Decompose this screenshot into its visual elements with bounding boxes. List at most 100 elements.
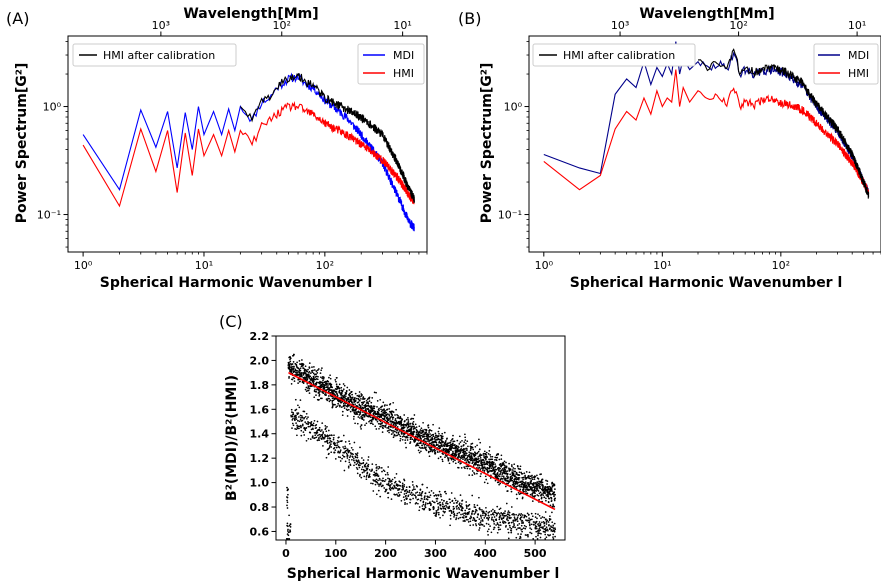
panel-c-point xyxy=(509,473,512,476)
panel-c-ytick-label: 1.4 xyxy=(250,428,270,441)
panel-c-point xyxy=(447,459,450,462)
panel-c-point xyxy=(423,507,426,510)
panel-c-point xyxy=(468,462,471,464)
panel-c-point xyxy=(480,454,483,456)
panel-c-point xyxy=(296,424,298,427)
panel-c-point xyxy=(479,441,482,444)
panel-c-point xyxy=(424,495,426,497)
panel-c-point xyxy=(379,495,382,498)
panel-c-point xyxy=(406,491,409,493)
panel-c-point xyxy=(320,386,323,389)
panel-c-point xyxy=(520,471,523,474)
panel-c-point xyxy=(527,514,530,516)
panel-c-point xyxy=(475,519,478,522)
panel-c-point xyxy=(417,502,419,505)
panel-c-point xyxy=(487,512,490,514)
panel-c-point xyxy=(472,453,475,456)
panel-b-ytick-label: 10⁻¹ xyxy=(498,209,522,222)
panel-c-point xyxy=(552,524,555,527)
panel-c-point xyxy=(531,494,534,497)
panel-c-point xyxy=(496,531,499,534)
panel-c-point xyxy=(393,485,396,488)
panel-c-point xyxy=(472,524,475,526)
panel-c-point xyxy=(432,492,435,494)
panel-c-point xyxy=(462,507,464,510)
panel-c-ytick-label: 0.6 xyxy=(250,525,270,538)
panel-c-ytick-label: 1.0 xyxy=(250,477,270,490)
panel-c-point xyxy=(461,499,464,502)
panel-c-point xyxy=(364,406,366,409)
panel-c-point xyxy=(309,375,312,378)
panel-c-point xyxy=(286,501,289,504)
panel-c-point xyxy=(469,452,472,454)
panel-c-point xyxy=(474,510,477,513)
panel-c-point xyxy=(529,527,531,529)
panel-c-point xyxy=(525,484,528,487)
panel-c-point xyxy=(424,433,427,435)
panel-c-point xyxy=(434,451,437,454)
panel-c-point xyxy=(542,527,544,530)
panel-c-point xyxy=(527,534,529,536)
panel-c-point xyxy=(543,496,546,499)
panel-c-point xyxy=(465,504,468,507)
panel-c-point xyxy=(501,478,504,480)
panel-c-point xyxy=(483,525,486,527)
panel-c-point xyxy=(313,380,315,383)
panel-c-point xyxy=(502,514,504,517)
panel-c-point xyxy=(324,380,327,383)
panel-c-point xyxy=(404,442,407,444)
panel-c-point xyxy=(352,453,354,456)
panel-c-point xyxy=(373,471,376,474)
panel-c-point xyxy=(308,392,311,394)
panel-c-point xyxy=(518,522,521,525)
panel-c-point xyxy=(398,433,401,436)
panel-c-point xyxy=(431,437,434,440)
panel-c-point xyxy=(370,405,373,408)
panel-c-point xyxy=(515,536,518,539)
panel-c-point xyxy=(468,503,471,506)
panel-c-point xyxy=(391,482,393,485)
panel-c-point xyxy=(482,514,484,517)
panel-b-legend-mdi-label: MDI xyxy=(848,49,869,62)
panel-c-point xyxy=(290,370,293,373)
panel-c-point xyxy=(309,438,312,440)
panel-c-point xyxy=(531,515,534,518)
panel-c-point xyxy=(459,494,462,496)
panel-c-point xyxy=(483,481,486,484)
panel-c-point xyxy=(536,487,539,489)
panel-c-point xyxy=(296,371,299,374)
panel-c-point xyxy=(336,376,338,379)
panel-c-point xyxy=(400,499,403,502)
panel-c-point xyxy=(540,494,542,497)
panel-c-point xyxy=(333,446,336,449)
panel-c-point xyxy=(510,531,513,534)
panel-c-point xyxy=(497,528,500,531)
panel-c-point xyxy=(292,411,294,414)
panel-a-ytick-label: 10⁻¹ xyxy=(37,209,61,222)
panel-c-point xyxy=(354,422,356,425)
panel-c-point xyxy=(372,423,374,426)
panel-c-point xyxy=(445,492,447,495)
panel-c-point xyxy=(517,533,519,535)
panel-c-point xyxy=(486,456,488,459)
panel-c-point xyxy=(536,517,538,520)
panel-c-point xyxy=(363,397,366,400)
panel-c-point xyxy=(529,477,531,480)
panel-c-point xyxy=(365,474,368,477)
panel-c-point xyxy=(393,476,396,479)
panel-c-point xyxy=(531,500,534,502)
panel-c-point xyxy=(323,383,326,386)
panel-c-point xyxy=(412,493,414,496)
panel-c-point xyxy=(356,413,359,416)
panel-c-point xyxy=(336,395,339,397)
panel-c-point xyxy=(291,366,294,368)
panel-c-point xyxy=(370,420,373,423)
panel-c-point xyxy=(462,520,465,522)
panel-c-point xyxy=(373,407,375,410)
panel-c-point xyxy=(397,484,399,486)
panel-c-point xyxy=(542,494,545,496)
panel-c-point xyxy=(520,485,523,488)
panel-c-point xyxy=(302,363,305,366)
panel-c-point xyxy=(295,428,298,431)
